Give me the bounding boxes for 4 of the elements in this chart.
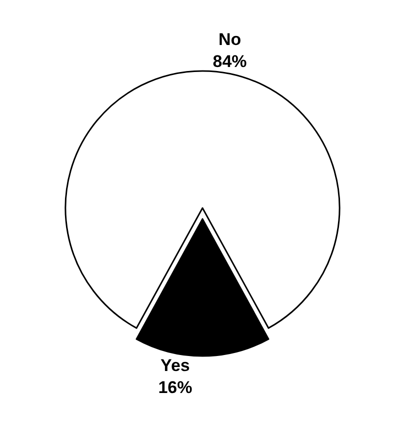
slice-label: Yes xyxy=(160,356,190,375)
data-label: 84% xyxy=(212,52,247,71)
slice-label: No xyxy=(218,30,242,49)
data-label: 16% xyxy=(158,378,192,398)
